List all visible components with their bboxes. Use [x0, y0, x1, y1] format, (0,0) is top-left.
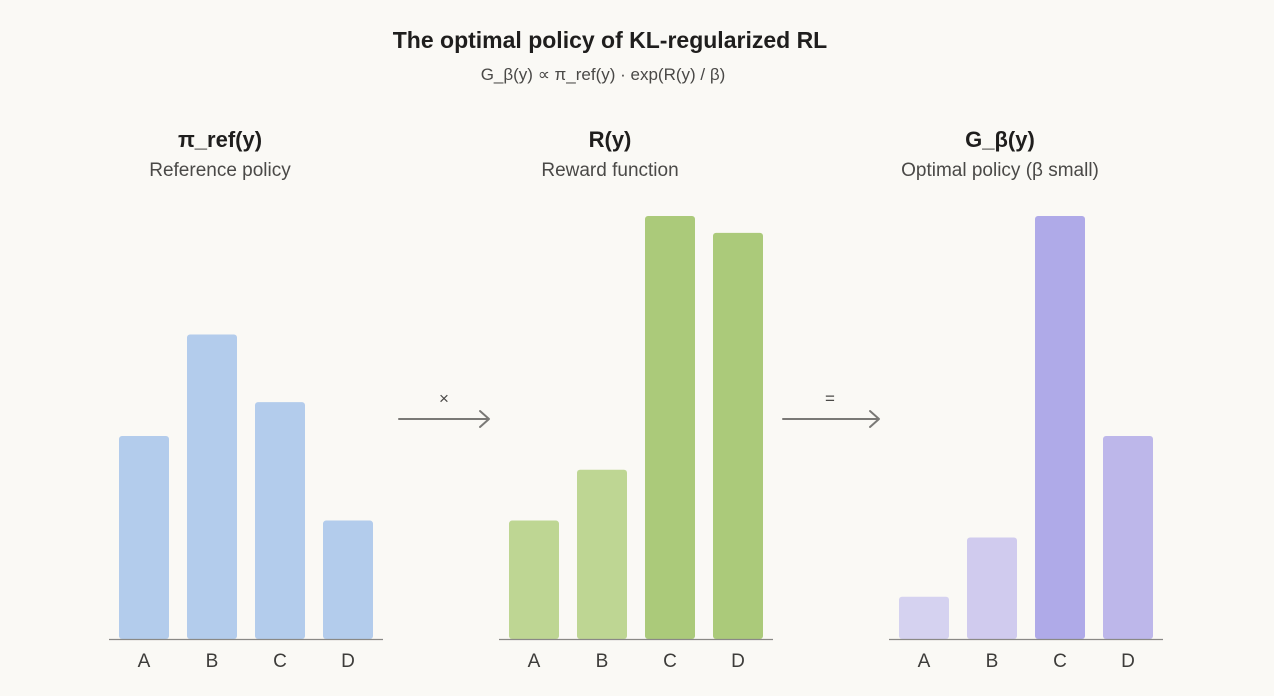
bar-d [713, 232, 763, 640]
bar-b [967, 537, 1017, 639]
bar-c [645, 216, 695, 639]
bar-c [1035, 216, 1085, 639]
bar-d [1103, 435, 1153, 639]
chart-panel-2: R(y) Reward function A B C D [499, 127, 773, 672]
panel-title: π_ref(y) [178, 127, 262, 152]
x-tick-label: C [1053, 651, 1067, 672]
panel-subtitle: Reward function [541, 160, 678, 181]
x-tick-label: C [663, 651, 677, 672]
x-tick-label: C [273, 651, 287, 672]
x-tick-label: B [206, 651, 219, 672]
bar-d [323, 520, 373, 639]
bar-b [577, 469, 627, 639]
x-tick-label: D [731, 651, 745, 672]
panel-subtitle: Optimal policy (β small) [901, 160, 1099, 181]
chart-panels: π_ref(y) Reference policy A B C D R(y) Reward f… [109, 127, 1163, 672]
x-tick-label: A [528, 651, 541, 672]
x-tick-label: B [986, 651, 999, 672]
figure-formula: G_β(y) ∝ π_ref(y) · exp(R(y) / β) [481, 65, 726, 84]
operator-equals-label: = [825, 389, 835, 408]
operator-equals: = [782, 389, 880, 428]
x-tick-label: A [138, 651, 151, 672]
panel-title: R(y) [589, 127, 632, 152]
arrow-right-icon [398, 410, 490, 428]
x-tick-label: D [1121, 651, 1135, 672]
chart-panel-1: π_ref(y) Reference policy A B C D [109, 127, 383, 672]
bar-b [187, 334, 237, 639]
panel-subtitle: Reference policy [149, 160, 291, 181]
operator-multiply: × [398, 389, 490, 428]
x-tick-label: A [918, 651, 931, 672]
x-tick-label: B [596, 651, 609, 672]
bar-a [899, 596, 949, 639]
bar-c [255, 402, 305, 639]
bar-a [509, 520, 559, 639]
operator-multiply-label: × [439, 389, 449, 408]
panel-title: G_β(y) [965, 127, 1035, 152]
x-tick-label: D [341, 651, 355, 672]
figure-title: The optimal policy of KL-regularized RL [393, 27, 827, 53]
arrow-right-icon [782, 410, 880, 428]
chart-panel-3: G_β(y) Optimal policy (β small) A B C D [889, 127, 1163, 672]
bar-a [119, 435, 169, 639]
